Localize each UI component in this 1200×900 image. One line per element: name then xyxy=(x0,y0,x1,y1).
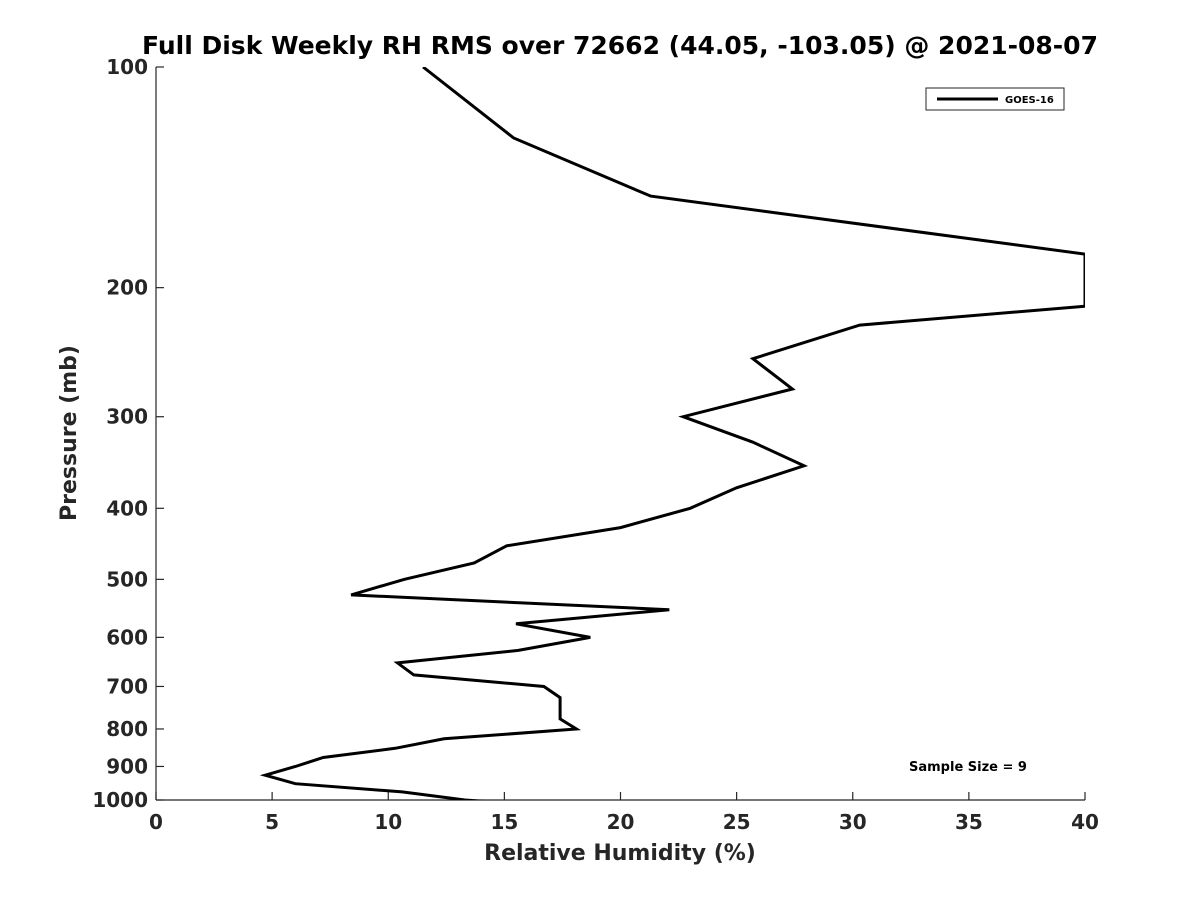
series-line-goes-16 xyxy=(259,67,1085,800)
x-tick-label: 10 xyxy=(374,810,402,834)
x-tick-label: 5 xyxy=(265,810,279,834)
y-tick-label: 900 xyxy=(106,754,148,778)
y-axis-ticks: 100 200 300 400 500 600 700 800 900 1000 xyxy=(92,55,164,812)
series-layer xyxy=(259,67,1085,800)
x-axis-label: Relative Humidity (%) xyxy=(484,841,756,866)
y-axis-label: Pressure (mb) xyxy=(57,345,82,521)
legend-label-goes-16: GOES-16 xyxy=(1005,95,1054,106)
y-tick-label: 200 xyxy=(106,276,148,300)
x-tick-label: 0 xyxy=(149,810,163,834)
y-tick-label: 600 xyxy=(106,625,148,649)
x-tick-label: 35 xyxy=(955,810,983,834)
x-tick-label: 40 xyxy=(1071,810,1099,834)
y-tick-label: 100 xyxy=(106,55,148,79)
legend: GOES-16 xyxy=(925,87,1065,111)
y-tick-label: 800 xyxy=(106,717,148,741)
y-tick-label: 700 xyxy=(106,674,148,698)
chart-title: Full Disk Weekly RH RMS over 72662 (44.0… xyxy=(142,31,1098,60)
x-tick-label: 25 xyxy=(723,810,751,834)
y-tick-label: 500 xyxy=(106,567,148,591)
x-tick-label: 20 xyxy=(607,810,635,834)
x-axis-ticks: 0 5 10 15 20 25 30 35 40 xyxy=(149,792,1099,834)
sample-size-annotation: Sample Size = 9 xyxy=(909,760,1027,775)
y-tick-label: 300 xyxy=(106,405,148,429)
x-tick-label: 15 xyxy=(490,810,518,834)
y-tick-label: 400 xyxy=(106,496,148,520)
x-tick-label: 30 xyxy=(839,810,867,834)
y-tick-label: 1000 xyxy=(92,788,148,812)
